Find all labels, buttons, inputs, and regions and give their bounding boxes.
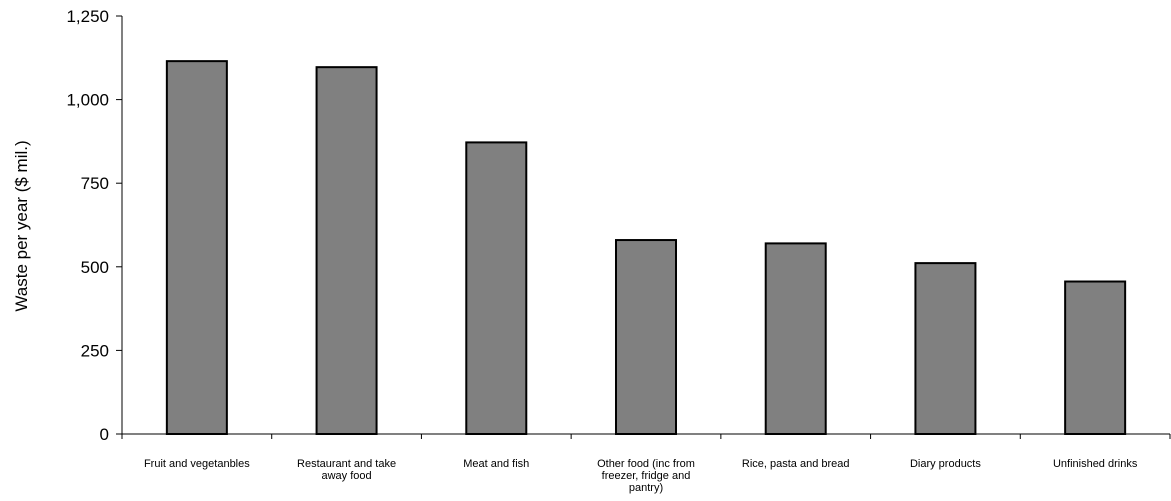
- bar: [315, 66, 378, 435]
- x-category-label: Restaurant and take away food: [297, 458, 396, 482]
- bar: [615, 239, 677, 435]
- y-tick-label: 1,250: [66, 7, 109, 26]
- bar: [1064, 280, 1127, 436]
- x-category-label: Other food (inc from freezer, fridge and p…: [597, 458, 695, 494]
- y-axis-ticks: 0 250 500 750 1,000 1,250: [66, 7, 122, 444]
- x-axis-ticks: [121, 434, 1171, 439]
- bar: [764, 242, 827, 435]
- bar: [465, 141, 528, 435]
- y-tick-label: 750: [81, 174, 109, 193]
- bar: [165, 60, 228, 435]
- y-tick-label: 500: [81, 258, 109, 277]
- x-axis-labels: Fruit and vegetanbles Restaurant and take…: [144, 458, 1138, 494]
- x-category-label: Meat and fish: [463, 458, 529, 470]
- x-category-label: Diary products: [910, 458, 981, 470]
- x-category-label: Unfinished drinks: [1053, 458, 1138, 470]
- bars: [165, 60, 1127, 436]
- y-tick-label: 1,000: [66, 91, 109, 110]
- x-category-label: Rice, pasta and bread: [742, 458, 850, 470]
- y-tick-label: 0: [100, 425, 109, 444]
- bar: [914, 262, 977, 436]
- y-tick-label: 250: [81, 341, 109, 360]
- y-axis-title: Waste per year ($ mil.): [12, 140, 31, 311]
- x-category-label: Fruit and vegetanbles: [144, 458, 250, 470]
